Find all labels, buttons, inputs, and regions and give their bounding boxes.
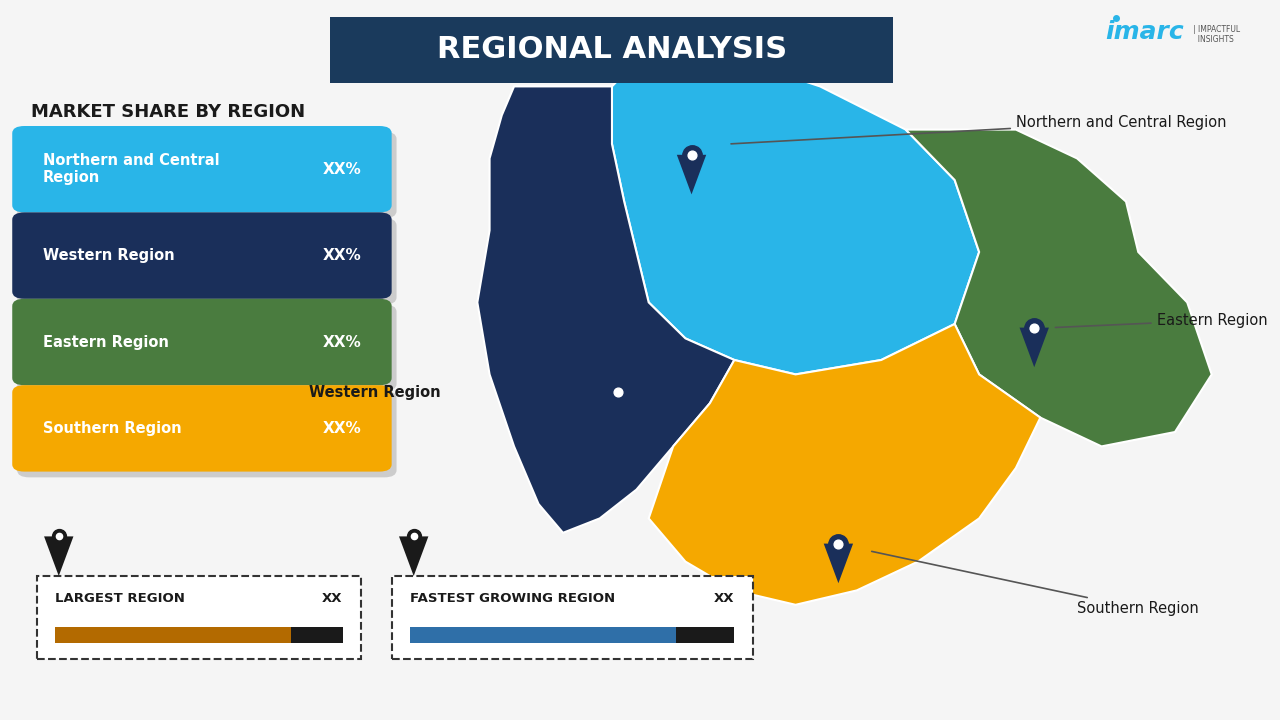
Text: Western Region: Western Region [42, 248, 174, 263]
Text: XX%: XX% [323, 162, 361, 176]
Polygon shape [603, 392, 632, 432]
FancyBboxPatch shape [13, 126, 392, 212]
Polygon shape [677, 155, 707, 194]
Polygon shape [824, 544, 852, 583]
Text: XX%: XX% [323, 335, 361, 349]
FancyBboxPatch shape [17, 305, 397, 391]
FancyBboxPatch shape [676, 627, 735, 643]
Text: XX%: XX% [323, 421, 361, 436]
Polygon shape [399, 536, 429, 576]
Text: Southern Region: Southern Region [872, 552, 1199, 616]
Text: LARGEST REGION: LARGEST REGION [55, 592, 184, 605]
FancyBboxPatch shape [17, 391, 397, 477]
FancyBboxPatch shape [13, 385, 392, 472]
Text: Eastern Region: Eastern Region [1055, 313, 1267, 328]
Text: imarc: imarc [1105, 20, 1184, 45]
Polygon shape [44, 536, 73, 576]
FancyBboxPatch shape [17, 218, 397, 305]
Polygon shape [649, 324, 1041, 605]
Text: FASTEST GROWING REGION: FASTEST GROWING REGION [410, 592, 616, 605]
FancyBboxPatch shape [330, 17, 893, 83]
Text: | IMPACTFUL
  INSIGHTS: | IMPACTFUL INSIGHTS [1193, 25, 1240, 44]
FancyBboxPatch shape [13, 212, 392, 299]
Text: Northern and Central Region: Northern and Central Region [731, 115, 1226, 144]
Polygon shape [906, 130, 1212, 446]
Text: XX: XX [323, 592, 343, 605]
Text: Southern Region: Southern Region [42, 421, 182, 436]
FancyBboxPatch shape [55, 627, 343, 643]
FancyBboxPatch shape [37, 576, 361, 659]
Text: XX%: XX% [323, 248, 361, 263]
FancyBboxPatch shape [410, 627, 735, 643]
Text: REGIONAL ANALYSIS: REGIONAL ANALYSIS [436, 35, 787, 64]
FancyBboxPatch shape [392, 576, 753, 659]
FancyBboxPatch shape [291, 627, 343, 643]
Polygon shape [612, 36, 979, 374]
Polygon shape [1020, 328, 1048, 367]
Polygon shape [477, 86, 735, 533]
FancyBboxPatch shape [13, 299, 392, 385]
FancyBboxPatch shape [17, 132, 397, 218]
Text: Northern and Central
Region: Northern and Central Region [42, 153, 219, 186]
Text: XX: XX [714, 592, 735, 605]
Text: Eastern Region: Eastern Region [42, 335, 169, 349]
Text: MARKET SHARE BY REGION: MARKET SHARE BY REGION [31, 103, 305, 121]
Text: Western Region: Western Region [308, 385, 440, 400]
FancyBboxPatch shape [410, 627, 676, 643]
FancyBboxPatch shape [55, 627, 291, 643]
